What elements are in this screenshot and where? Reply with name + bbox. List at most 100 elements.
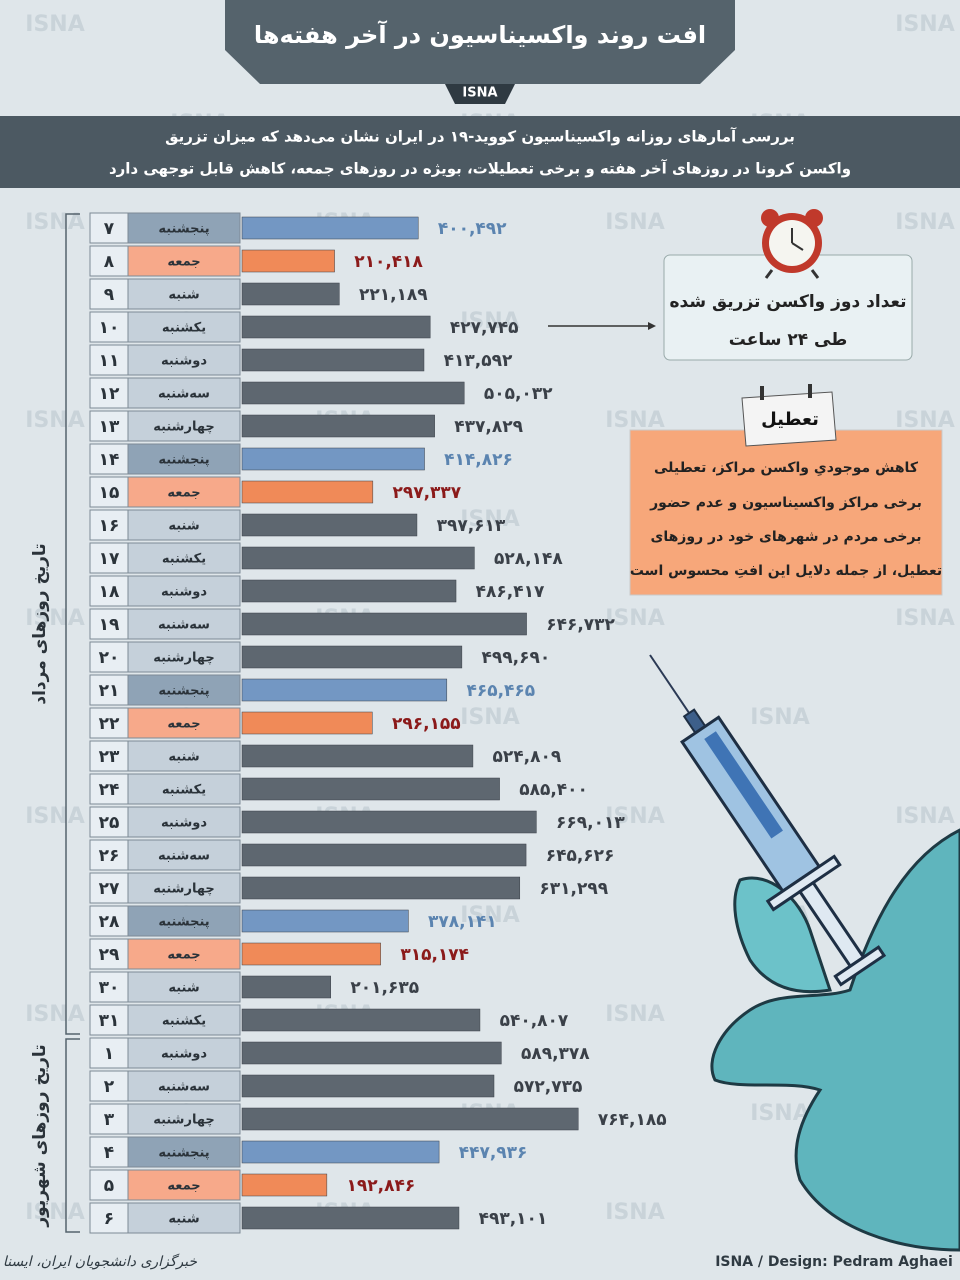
day-cell [89,212,129,244]
holiday-tag: تعطیل [761,409,819,430]
day-cell [89,476,129,508]
bar [241,315,431,339]
day-label: ۲۵ [99,813,120,833]
day-label: ۳۰ [99,978,120,998]
weekday-cell [127,575,241,607]
weekday-cell [127,311,241,343]
weekday-cell [127,740,241,772]
bar [241,282,340,306]
weekday-label: جمعه [167,255,200,270]
value-label: ۳۹۷,۶۱۳ [437,516,506,536]
holiday-note: تعطیل، از جمله دلایل این افتِ محسوس است [630,563,942,579]
weekday-cell [127,707,241,739]
weekday-cell [127,1169,241,1201]
value-label: ۴۰۰,۴۹۲ [438,219,507,239]
subtitle: بررسی آمارهای روزانه واکسیناسیون کووید-۱… [165,128,795,146]
value-label: ۲۱۰,۴۱۸ [354,252,423,272]
group-label: تاریخ روزهای شهریور [30,1044,50,1227]
bar [241,1107,579,1131]
weekday-label: شنبه [168,288,199,303]
bar [241,942,381,966]
bar [241,546,475,570]
weekday-label: یکشنبه [162,783,206,798]
syringe [649,654,887,987]
weekday-cell [127,938,241,970]
weekday-cell [127,410,241,442]
watermark: ISNA [605,1002,664,1027]
holiday-note: کاهش موجودیِ واکسن مراکز، تعطیلی [654,460,919,476]
holiday-note: برخی مراکز واکسیناسیون و عدم حضور [649,495,922,511]
day-cell [89,1169,129,1201]
clock-icon [761,209,823,279]
day-label: ۱۰ [99,318,120,338]
value-label: ۵۲۴,۸۰۹ [493,747,562,767]
value-label: ۴۲۷,۷۴۵ [450,318,519,338]
value-label: ۴۶۵,۴۶۵ [466,681,535,701]
weekday-label: پنجشنبه [158,453,209,468]
watermark: ISNA [750,705,809,730]
weekday-label: سه‌شنبه [158,387,210,402]
bar [241,249,335,273]
watermark: ISNA [895,12,954,37]
weekday-label: شنبه [168,981,199,996]
value-label: ۴۱۳,۵۹۲ [444,351,513,371]
arrow-head [648,322,656,330]
day-label: ۵ [104,1176,114,1196]
value-label: ۵۸۹,۳۷۸ [521,1044,590,1064]
day-cell [89,377,129,409]
weekday-label: پنجشنبه [158,222,209,237]
day-label: ۲۸ [99,912,120,932]
bar [241,447,425,471]
weekday-label: سه‌شنبه [158,1080,210,1095]
bar [241,414,435,438]
day-label: ۱۷ [99,549,120,569]
day-label: ۳۱ [99,1011,120,1031]
day-label: ۳ [104,1110,115,1130]
day-cell [89,1004,129,1036]
watermark: ISNA [460,309,519,334]
chart-title: افت روند واکسیناسیون در آخر هفته‌ها [254,20,706,49]
watermark: ISNA [460,903,519,928]
bar [241,843,527,867]
bar [241,1140,440,1164]
day-label: ۱ [104,1044,114,1064]
day-label: ۲۴ [99,780,120,800]
title-banner [225,0,735,84]
watermark: ISNA [895,408,954,433]
day-label: ۱۹ [99,615,120,635]
day-label: ۲۱ [99,681,120,701]
value-label: ۵۴۰,۸۰۷ [500,1011,569,1031]
day-cell [89,707,129,739]
value-label: ۵۸۵,۴۰۰ [519,780,588,800]
day-label: ۱۵ [99,483,120,503]
day-cell [89,872,129,904]
weekday-cell [127,773,241,805]
watermark: ISNA [605,606,664,631]
weekday-cell [127,1070,241,1102]
value-label: ۲۲۱,۱۸۹ [359,285,428,305]
weekday-label: دوشنبه [161,354,207,369]
weekday-label: دوشنبه [161,1047,207,1062]
group-bracket [65,1038,80,1233]
watermark: ISNA [605,1200,664,1225]
bar [241,513,418,537]
day-cell [89,311,129,343]
value-label: ۵۰۵,۰۳۲ [484,384,553,404]
badge-text: ISNA [462,86,497,101]
day-cell [89,608,129,640]
value-label: ۳۷۸,۱۴۱ [428,912,497,932]
weekday-cell [127,971,241,1003]
subtitle: واکسن کرونا در روزهای آخر هفته و برخی تع… [109,160,851,178]
watermark: ISNA [605,408,664,433]
weekday-label: یکشنبه [162,1014,206,1029]
weekday-label: چهارشنبه [153,420,215,435]
day-label: ۱۴ [99,450,120,470]
group-bracket [65,213,80,1035]
value-label: ۶۴۶,۷۳۲ [546,615,615,635]
weekday-cell [127,476,241,508]
day-label: ۲۲ [99,714,120,734]
value-label: ۵۲۸,۱۴۸ [494,549,563,569]
weekday-cell [127,608,241,640]
bar [241,1041,502,1065]
value-label: ۴۹۹,۶۹۰ [482,648,551,668]
